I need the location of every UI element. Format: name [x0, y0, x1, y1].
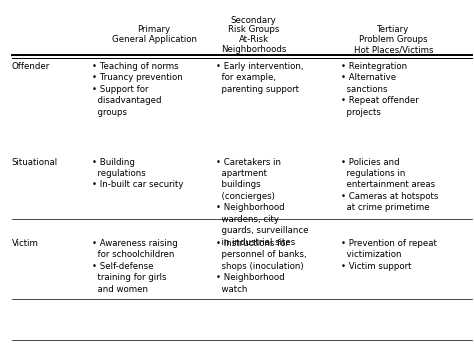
Text: • Policies and
  regulations in
  entertainment areas
• Cameras at hotspots
  at: • Policies and regulations in entertainm…: [341, 158, 438, 212]
Text: Hot Places/Victims: Hot Places/Victims: [354, 45, 433, 54]
Text: At-Risk: At-Risk: [238, 35, 269, 44]
Text: • Awareness raising
  for schoolchildren
• Self-defense
  training for girls
  a: • Awareness raising for schoolchildren •…: [92, 239, 178, 294]
Text: • Building
  regulations
• In-built car security: • Building regulations • In-built car se…: [92, 158, 184, 189]
Text: • Reintegration
• Alternative
  sanctions
• Repeat offender
  projects: • Reintegration • Alternative sanctions …: [341, 62, 419, 117]
Text: • Caretakers in
  apartment
  buildings
  (concierges)
• Neighborhood
  wardens,: • Caretakers in apartment buildings (con…: [216, 158, 308, 247]
Text: • Prevention of repeat
  victimization
• Victim support: • Prevention of repeat victimization • V…: [341, 239, 437, 271]
Text: Risk Groups: Risk Groups: [228, 25, 279, 34]
Text: • Instructions for
  personnel of banks,
  shops (inoculation)
• Neighborhood
  : • Instructions for personnel of banks, s…: [216, 239, 306, 294]
Text: • Early intervention,
  for example,
  parenting support: • Early intervention, for example, paren…: [216, 62, 303, 94]
Text: Primary: Primary: [137, 25, 171, 34]
Text: General Application: General Application: [111, 35, 197, 44]
Text: Offender: Offender: [12, 62, 50, 71]
Text: Situational: Situational: [12, 158, 58, 166]
Text: Victim: Victim: [12, 239, 39, 248]
Text: Neighborhoods: Neighborhoods: [221, 45, 286, 54]
Text: Tertiary: Tertiary: [377, 25, 410, 34]
Text: Problem Groups: Problem Groups: [359, 35, 428, 44]
Text: • Teaching of norms
• Truancy prevention
• Support for
  disadvantaged
  groups: • Teaching of norms • Truancy prevention…: [92, 62, 183, 117]
Text: Secondary: Secondary: [231, 16, 276, 25]
